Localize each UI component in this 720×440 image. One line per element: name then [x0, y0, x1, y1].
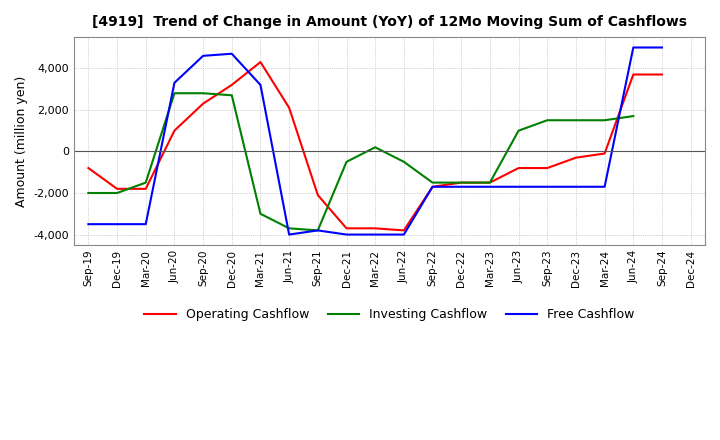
- Investing Cashflow: [84, 191, 93, 196]
- Investing Cashflow: [342, 159, 351, 165]
- Legend: Operating Cashflow, Investing Cashflow, Free Cashflow: Operating Cashflow, Investing Cashflow, …: [140, 303, 639, 326]
- Investing Cashflow: [371, 145, 379, 150]
- Operating Cashflow: [514, 165, 523, 171]
- Operating Cashflow: [457, 180, 466, 185]
- Free Cashflow: [342, 232, 351, 237]
- Investing Cashflow: [141, 180, 150, 185]
- Free Cashflow: [285, 232, 294, 237]
- Operating Cashflow: [199, 101, 207, 106]
- Investing Cashflow: [170, 91, 179, 96]
- Investing Cashflow: [428, 180, 437, 185]
- Operating Cashflow: [543, 165, 552, 171]
- Operating Cashflow: [256, 59, 265, 65]
- Free Cashflow: [600, 184, 609, 189]
- Operating Cashflow: [629, 72, 638, 77]
- Free Cashflow: [428, 184, 437, 189]
- Free Cashflow: [543, 184, 552, 189]
- Investing Cashflow: [600, 117, 609, 123]
- Free Cashflow: [228, 51, 236, 56]
- Free Cashflow: [113, 221, 122, 227]
- Investing Cashflow: [543, 117, 552, 123]
- Operating Cashflow: [485, 180, 494, 185]
- Operating Cashflow: [313, 192, 322, 198]
- Investing Cashflow: [113, 191, 122, 196]
- Line: Free Cashflow: Free Cashflow: [89, 48, 662, 235]
- Y-axis label: Amount (million yen): Amount (million yen): [15, 75, 28, 207]
- Free Cashflow: [141, 221, 150, 227]
- Operating Cashflow: [657, 72, 666, 77]
- Investing Cashflow: [514, 128, 523, 133]
- Operating Cashflow: [113, 186, 122, 191]
- Line: Operating Cashflow: Operating Cashflow: [89, 62, 662, 231]
- Investing Cashflow: [485, 180, 494, 185]
- Operating Cashflow: [170, 128, 179, 133]
- Operating Cashflow: [228, 82, 236, 88]
- Operating Cashflow: [342, 226, 351, 231]
- Operating Cashflow: [428, 184, 437, 189]
- Line: Investing Cashflow: Investing Cashflow: [89, 93, 634, 231]
- Operating Cashflow: [285, 105, 294, 110]
- Free Cashflow: [457, 184, 466, 189]
- Investing Cashflow: [199, 91, 207, 96]
- Free Cashflow: [629, 45, 638, 50]
- Operating Cashflow: [600, 151, 609, 156]
- Free Cashflow: [400, 232, 408, 237]
- Investing Cashflow: [313, 228, 322, 233]
- Operating Cashflow: [141, 186, 150, 191]
- Investing Cashflow: [285, 226, 294, 231]
- Investing Cashflow: [572, 117, 580, 123]
- Investing Cashflow: [256, 211, 265, 216]
- Operating Cashflow: [84, 165, 93, 171]
- Free Cashflow: [657, 45, 666, 50]
- Operating Cashflow: [400, 228, 408, 233]
- Free Cashflow: [514, 184, 523, 189]
- Operating Cashflow: [371, 226, 379, 231]
- Free Cashflow: [485, 184, 494, 189]
- Investing Cashflow: [400, 159, 408, 165]
- Free Cashflow: [371, 232, 379, 237]
- Investing Cashflow: [629, 114, 638, 119]
- Title: [4919]  Trend of Change in Amount (YoY) of 12Mo Moving Sum of Cashflows: [4919] Trend of Change in Amount (YoY) o…: [92, 15, 687, 29]
- Investing Cashflow: [228, 93, 236, 98]
- Free Cashflow: [572, 184, 580, 189]
- Operating Cashflow: [572, 155, 580, 160]
- Free Cashflow: [313, 228, 322, 233]
- Free Cashflow: [256, 82, 265, 88]
- Free Cashflow: [84, 221, 93, 227]
- Free Cashflow: [199, 53, 207, 59]
- Free Cashflow: [170, 80, 179, 85]
- Investing Cashflow: [457, 180, 466, 185]
